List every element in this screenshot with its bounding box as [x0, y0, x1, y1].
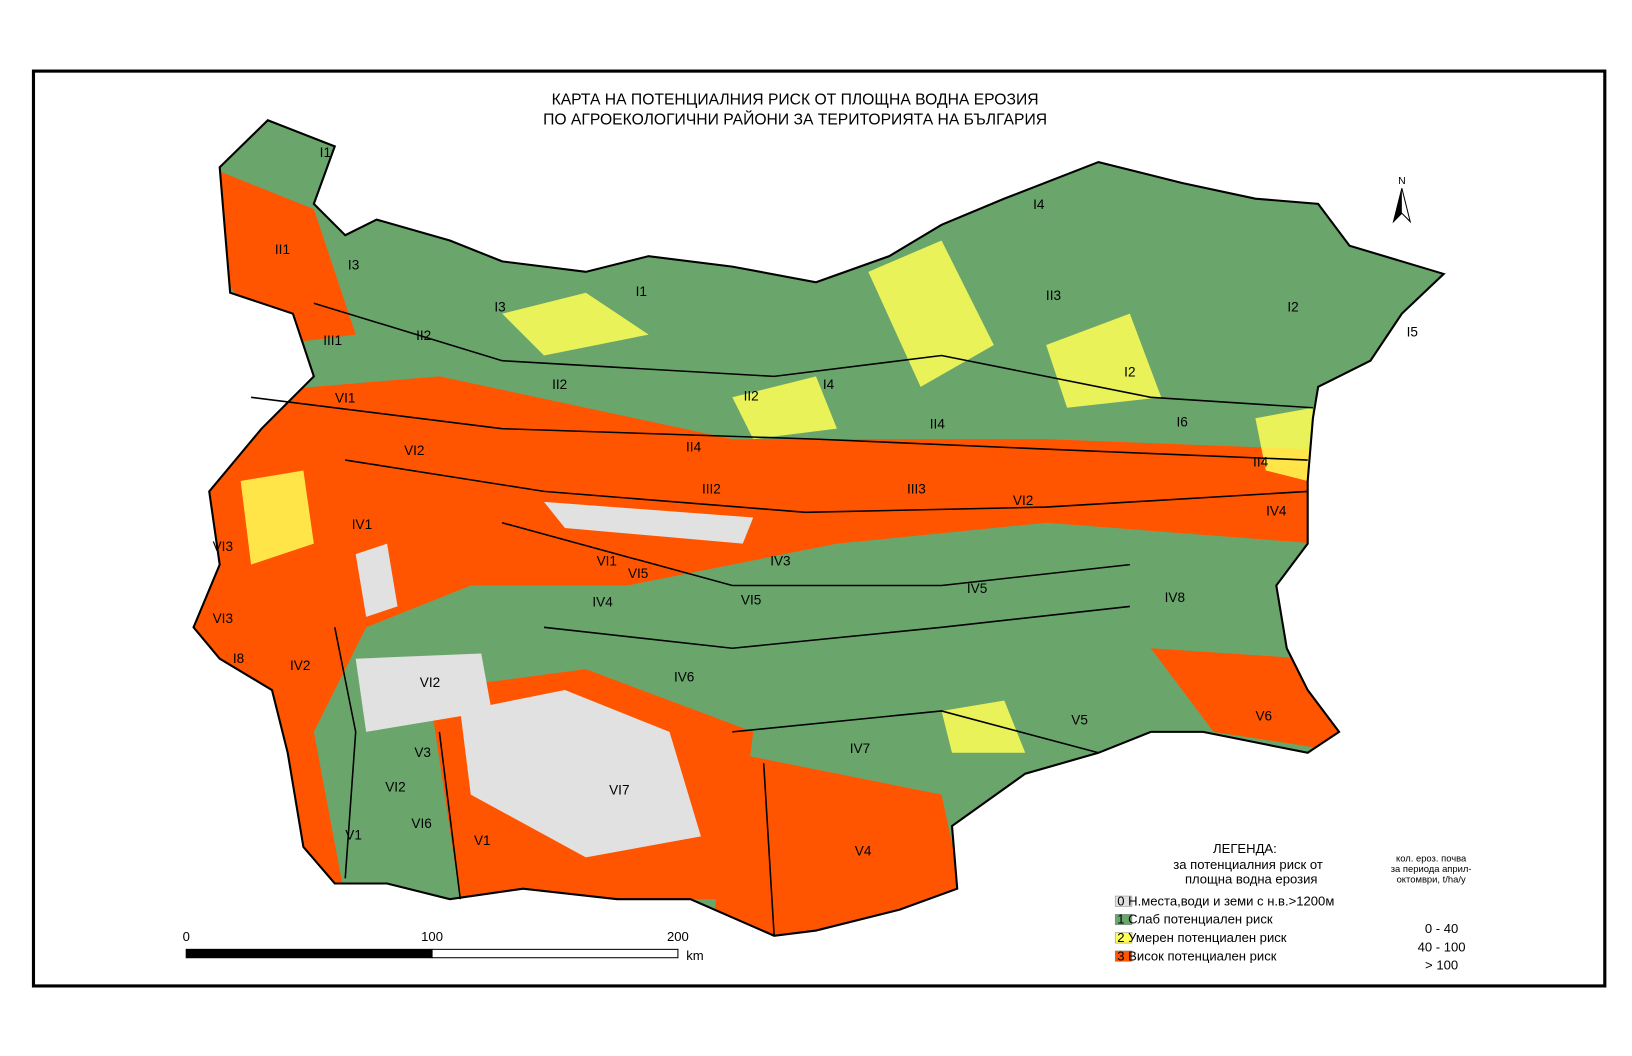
region-label: IV2	[290, 658, 310, 673]
region-label: I6	[1176, 415, 1187, 430]
region-label: VI7	[609, 783, 629, 798]
scale-label: 100	[421, 929, 443, 944]
units-line: за периода април-	[1391, 863, 1472, 874]
region-label: III1	[323, 333, 342, 348]
scale-bar: 0 100 200 km	[183, 929, 704, 963]
legend-range: 0 - 40	[1425, 921, 1458, 936]
region-label: VI2	[1013, 493, 1033, 508]
legend-label: 1 Слаб потенциален риск	[1117, 912, 1273, 927]
legend-swatch	[1114, 895, 1133, 907]
scale-label: 0	[183, 929, 190, 944]
region-label: IV5	[967, 581, 987, 596]
region-labels: I1 II1 I3 I3 I1 II2 III1 VI1 II2 II2 I4 I4 II3 I2 I5 I2…	[213, 145, 1418, 858]
north-arrow: N	[1392, 176, 1412, 224]
region-label: VI5	[741, 592, 761, 607]
region-label: VI2	[420, 675, 440, 690]
region-label: I3	[494, 300, 505, 315]
region-label: IV4	[1266, 503, 1287, 518]
legend-subtitle: площна водна ерозия	[1185, 871, 1318, 886]
legend-swatch	[1114, 914, 1133, 926]
region-label: V1	[474, 833, 491, 848]
legend-title: ЛЕГЕНДА:	[1213, 841, 1277, 856]
region-label: II4	[930, 417, 946, 432]
region-label: II4	[1253, 454, 1269, 469]
region-label: VI3	[213, 611, 233, 626]
region-label: I1	[320, 145, 331, 160]
title-line: ПО АГРОЕКОЛОГИЧНИ РАЙОНИ ЗА ТЕРИТОРИЯТА …	[543, 109, 1047, 128]
region-label: II3	[1046, 288, 1061, 303]
north-label: N	[1398, 176, 1406, 187]
region-label: I8	[233, 651, 244, 666]
region-label: IV7	[850, 741, 870, 756]
region-label: V3	[414, 745, 431, 760]
region-label: III2	[702, 482, 721, 497]
region-label: I5	[1407, 325, 1418, 340]
legend-swatch	[1114, 950, 1133, 962]
legend: ЛЕГЕНДА: за потенциалния риск от площна …	[1114, 841, 1472, 973]
legend-swatch	[1114, 932, 1133, 944]
region-label: VI1	[335, 391, 355, 406]
scale-label: 200	[667, 929, 689, 944]
scale-unit: km	[686, 948, 704, 963]
region-label: I2	[1124, 364, 1135, 379]
region-label: IV4	[592, 594, 613, 609]
legend-subtitle: за потенциалния риск от	[1173, 857, 1323, 872]
region-label: III3	[907, 482, 926, 497]
legend-range: > 100	[1425, 958, 1458, 973]
region-label: VI6	[411, 816, 431, 831]
units-line: кол. ероз. почва	[1396, 853, 1467, 864]
region-label: IV6	[674, 670, 694, 685]
region-label: I2	[1287, 300, 1298, 315]
legend-range: 40 - 100	[1418, 939, 1466, 954]
title-line: КАРТА НА ПОТЕНЦИАЛНИЯ РИСК ОТ ПЛОЩНА ВОД…	[552, 92, 1039, 109]
region-label: VI3	[213, 539, 233, 554]
region-label: II2	[552, 377, 567, 392]
region-label: V6	[1255, 708, 1272, 723]
region-label: VI2	[385, 779, 405, 794]
region-label: II2	[744, 388, 759, 403]
region-label: V4	[855, 843, 872, 858]
legend-label: 3 Висок потенциален риск	[1117, 948, 1276, 963]
region-label: II1	[275, 242, 290, 257]
region-label: V5	[1071, 713, 1088, 728]
region-label: I4	[823, 377, 835, 392]
region-label: IV8	[1165, 590, 1185, 605]
region-label: VI1	[597, 554, 617, 569]
region-label: V1	[345, 828, 362, 843]
region-label: II4	[686, 440, 702, 455]
legend-label: 2 Умерен потенциален риск	[1117, 930, 1287, 945]
region-label: IV3	[770, 554, 790, 569]
legend-label: 0 Н.места,води и земи с н.в.>1200м	[1117, 893, 1334, 908]
region-label: I4	[1033, 197, 1045, 212]
region-label: I3	[348, 258, 359, 273]
units-line: октомври, t/ha/y	[1397, 873, 1466, 884]
region-label: VI2	[404, 443, 424, 458]
region-label: IV1	[352, 517, 372, 532]
region-label: II2	[416, 328, 431, 343]
region-label: VI5	[628, 566, 648, 581]
region-label: I1	[636, 284, 647, 299]
